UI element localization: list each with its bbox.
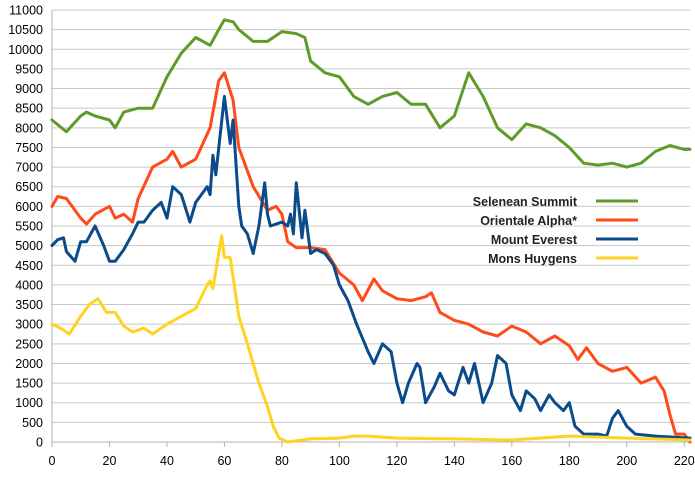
y-tick-label: 7500 — [15, 141, 43, 155]
legend-label: Mons Huygens — [488, 252, 577, 266]
x-tick-label: 100 — [329, 454, 350, 468]
y-tick-label: 3000 — [15, 318, 43, 332]
y-tick-label: 5000 — [15, 239, 43, 253]
x-tick-label: 140 — [444, 454, 465, 468]
y-tick-label: 9500 — [15, 62, 43, 76]
x-tick-label: 200 — [616, 454, 637, 468]
y-tick-label: 2500 — [15, 337, 43, 351]
x-tick-label: 180 — [559, 454, 580, 468]
x-tick-label: 20 — [103, 454, 117, 468]
legend: Selenean Summit Orientale Alpha* Mount Eve… — [473, 195, 638, 266]
y-tick-label: 6500 — [15, 180, 43, 194]
gridlines — [51, 9, 690, 447]
y-tick-label: 4000 — [15, 278, 43, 292]
y-tick-label: 8500 — [15, 102, 43, 116]
y-tick-label: 0 — [36, 436, 43, 450]
legend-label: Orientale Alpha* — [480, 214, 577, 228]
series-line-mons-huygens — [50, 234, 692, 444]
series-line-mount-everest — [50, 94, 692, 440]
y-axis-ticks: 0 500 1000 1500 2000 2500 3000 3500 4000 4500 5000… — [8, 4, 43, 450]
legend-label: Selenean Summit — [473, 195, 578, 209]
x-tick-label: 160 — [501, 454, 522, 468]
y-tick-label: 2000 — [15, 357, 43, 371]
legend-label: Mount Everest — [491, 233, 578, 247]
series-lines — [50, 18, 692, 444]
series-line-orientale-alpha — [50, 71, 692, 444]
y-tick-label: 11000 — [9, 4, 43, 18]
y-tick-label: 1500 — [15, 377, 43, 391]
x-tick-label: 80 — [275, 454, 289, 468]
y-tick-label: 3500 — [15, 298, 43, 312]
y-tick-label: 8000 — [15, 121, 43, 135]
y-tick-label: 10000 — [8, 43, 43, 57]
x-tick-label: 40 — [160, 454, 174, 468]
y-tick-label: 5500 — [15, 220, 43, 234]
y-tick-label: 10500 — [8, 23, 43, 37]
y-tick-label: 4500 — [15, 259, 43, 273]
x-tick-label: 0 — [49, 454, 56, 468]
x-tick-label: 220 — [674, 454, 695, 468]
y-tick-label: 1000 — [15, 396, 43, 410]
y-tick-label: 500 — [22, 416, 43, 430]
x-tick-label: 120 — [386, 454, 407, 468]
y-tick-label: 6000 — [15, 200, 43, 214]
y-tick-label: 9000 — [15, 82, 43, 96]
x-tick-label: 60 — [217, 454, 231, 468]
x-axis-ticks: 0 20 40 60 80 100 120 140 160 180 200 220 — [49, 454, 695, 468]
series-line-selenean-summit — [50, 18, 692, 169]
y-tick-label: 7000 — [15, 161, 43, 175]
